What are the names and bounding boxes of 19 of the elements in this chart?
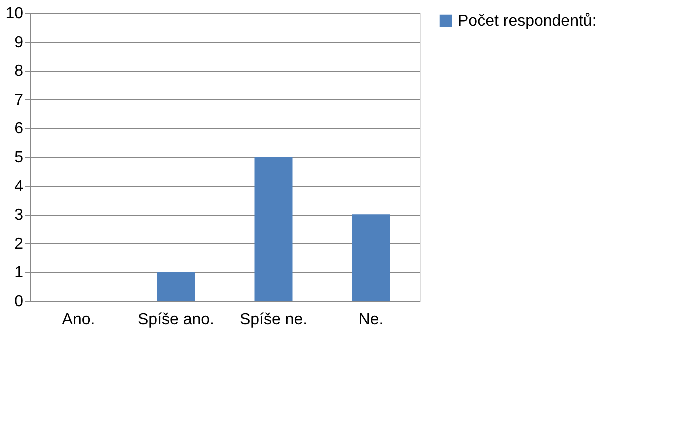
bar (352, 214, 390, 301)
y-tick-label: 5 (14, 150, 24, 166)
y-tick-label: 1 (14, 264, 24, 282)
y-tick-label: 9 (14, 34, 24, 52)
bar (254, 157, 293, 301)
x-tick-label: Ne. (358, 312, 384, 328)
bar (157, 272, 196, 301)
y-tick-label: 3 (14, 207, 24, 224)
y-tick-label: 7 (14, 92, 24, 109)
y-tick-label: 8 (14, 63, 24, 80)
y-tick-label: 6 (14, 120, 24, 138)
x-tick-label: Ano. (62, 312, 96, 328)
legend-label: Počet respondentů: (458, 13, 597, 30)
y-tick-label: 10 (6, 6, 24, 22)
y-tick-label: 4 (14, 178, 24, 196)
x-tick-label: Spíše ano. (138, 312, 214, 328)
x-tick-label: Spíše ne. (240, 312, 308, 328)
y-tick-label: 0 (14, 294, 24, 310)
y-tick-label: 2 (14, 236, 24, 253)
